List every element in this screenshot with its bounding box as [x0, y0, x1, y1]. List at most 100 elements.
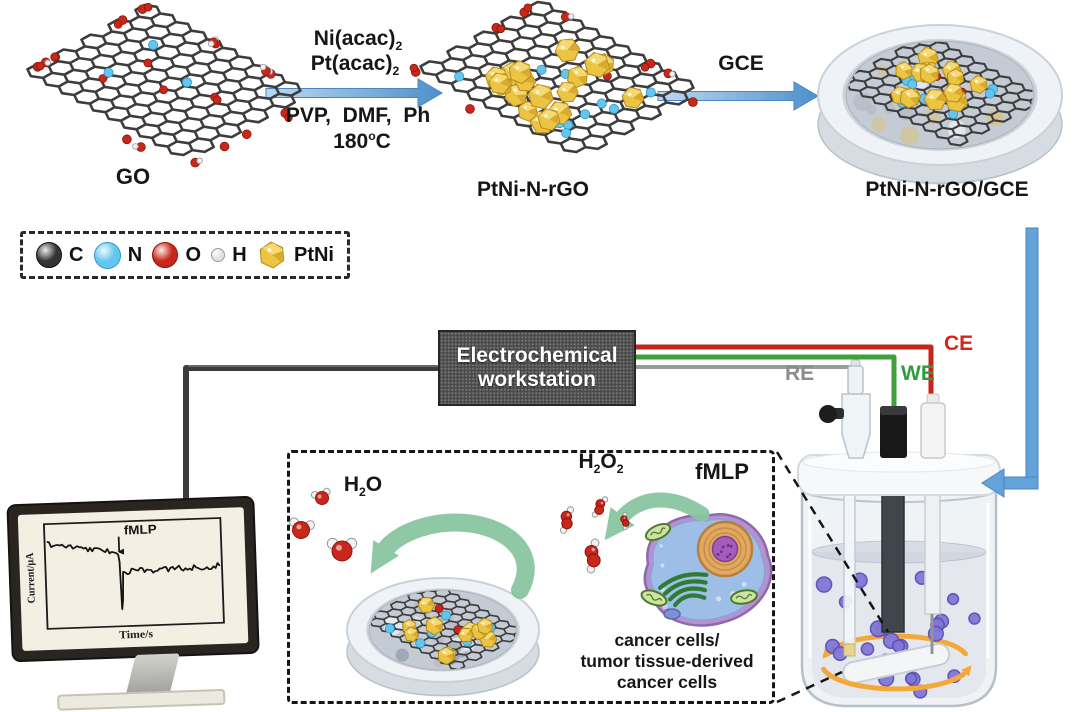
ptni-particle: [437, 646, 455, 666]
water-molecule: [310, 487, 331, 505]
cell-dot: [968, 612, 981, 625]
peroxide-molecule: [559, 506, 575, 534]
ptni-particle: [584, 51, 610, 78]
h2o2-sub1: 2: [593, 462, 601, 477]
reagent-line-2: Pt(acac)2: [311, 52, 399, 78]
reagent2-subscript: 2: [392, 64, 400, 79]
temperature-value: 180: [333, 130, 369, 153]
callout-line-top: [775, 451, 890, 633]
ptni-particle: [920, 63, 939, 85]
nucleus: [696, 520, 754, 578]
cell-dot: [860, 642, 875, 656]
amperometric-trace: [46, 540, 221, 610]
cells-caption-line3: cancer cells: [616, 672, 718, 692]
conditions-line: PVP, DMF, Ph: [285, 104, 431, 127]
modified-electrode-disc-graphic: [817, 24, 1063, 185]
ptni-particle: [556, 82, 579, 102]
water-molecule: [289, 517, 315, 539]
monitor-screen: Current/μA Time/s fMLP: [17, 507, 249, 651]
legend-label-carbon: C: [69, 243, 84, 266]
legend-label-oxygen: O: [185, 243, 201, 266]
ptni-particle: [942, 83, 964, 103]
modified-electrode-label: PtNi-N-rGO/GCE: [865, 178, 1029, 201]
monitor-frame: Current/μA Time/s fMLP: [6, 495, 260, 663]
ptni-particle: [895, 61, 913, 81]
plot-annotation: fMLP: [124, 522, 158, 538]
monitor-cable: [183, 365, 438, 512]
ptni-particle: [476, 617, 494, 635]
cancer-cell-graphic: [640, 513, 773, 627]
we-wire-label: WE: [901, 362, 935, 385]
re-wire-label: RE: [785, 362, 815, 385]
computer-monitor: Current/μA Time/s fMLP: [6, 495, 261, 712]
peroxide-molecule: [620, 511, 630, 531]
cell-dot: [946, 592, 960, 606]
carbon-atom-icon: [36, 242, 62, 268]
mitochondrion: [644, 522, 672, 542]
reagent-line-1: Ni(acac)2: [314, 27, 402, 53]
ptni-particle: [554, 38, 581, 63]
ptni-particle: [488, 72, 512, 95]
h2o2-o: O: [600, 450, 617, 473]
h2o-label: H2O: [344, 473, 382, 499]
fmlp-label: fMLP: [695, 459, 749, 484]
workstation-label-line1: Electrochemical: [456, 344, 618, 368]
ptni-particle: [537, 108, 561, 131]
ptni-particle: [457, 627, 474, 643]
golgi: [657, 572, 709, 608]
hydrogen-atom-icon: [211, 248, 226, 262]
ptni-particle: [621, 87, 645, 109]
mitochondrion: [730, 589, 758, 605]
catalysis-scheme-graphic: [289, 487, 710, 697]
peroxide-molecule: [591, 496, 609, 518]
cells-caption-line1: cancer cells/: [614, 630, 720, 650]
reference-electrode: [819, 359, 871, 459]
ptni-particle: [508, 60, 532, 85]
mitochondrion: [640, 589, 668, 607]
plot-xlabel: Time/s: [119, 629, 154, 642]
plot-ylabel: Current/μA: [25, 552, 38, 604]
h2o2-sub2: 2: [616, 462, 624, 477]
legend-item-carbon: C: [36, 242, 83, 268]
ptni-nanoparticle-icon: [259, 241, 285, 269]
ptni-particle: [527, 83, 554, 110]
ptni-particle: [403, 627, 420, 643]
cells-caption: cancer cells/ tumor tissue-derived cance…: [553, 630, 781, 693]
ptni-particle: [923, 89, 948, 110]
workstation-label-line2: workstation: [478, 368, 596, 391]
working-electrode: [880, 406, 907, 458]
ptni-particle: [899, 87, 920, 109]
h2o2-label: H2O2: [578, 450, 623, 476]
ptni-particle: [417, 597, 436, 614]
legend-item-ptni: PtNi: [257, 240, 334, 270]
h2o-h: H: [343, 473, 360, 496]
cell-dot: [904, 672, 918, 685]
gce-arrow-label: GCE: [718, 52, 764, 75]
electrochemical-cell-graphic: [797, 359, 1001, 708]
nitrogen-atom-icon: [93, 241, 121, 269]
legend-label-nitrogen: N: [127, 243, 143, 266]
ptni-particle: [426, 616, 443, 636]
blue-arrow-icon: [657, 81, 819, 111]
go-sheet-graphic: [26, 3, 302, 168]
we-wire: [634, 354, 897, 416]
plot-frame: [42, 517, 225, 630]
peroxide-molecule: [584, 538, 601, 574]
ce-wire-label: CE: [944, 332, 974, 355]
ptni-particle: [259, 241, 285, 269]
reagent2-text: Pt(acac): [310, 52, 393, 75]
legend-box: C N O H PtNi: [20, 231, 350, 279]
ptni-n-rgo-sheet-graphic: [409, 0, 698, 154]
counter-electrode: [920, 393, 946, 459]
reduction-arrow-icon: [370, 513, 535, 599]
legend-item-hydrogen: H: [211, 244, 247, 267]
transfer-arrow-head-icon: [981, 468, 1005, 498]
stir-bar: [842, 642, 951, 685]
temperature-unit: C: [375, 130, 391, 153]
cell-dot: [815, 576, 833, 593]
legend-item-oxygen: O: [152, 242, 201, 268]
reagent1-subscript: 2: [395, 39, 403, 54]
reagent1-text: Ni(acac): [313, 27, 396, 50]
